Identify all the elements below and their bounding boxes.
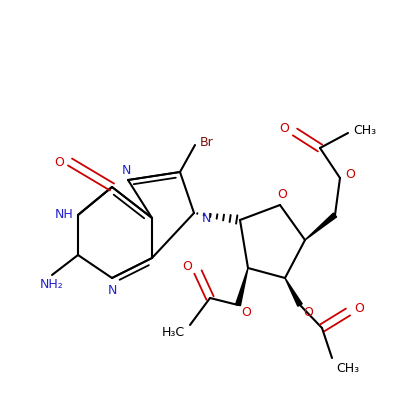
Text: NH: NH	[54, 208, 73, 222]
Text: CH₃: CH₃	[353, 124, 376, 136]
Text: CH₃: CH₃	[336, 362, 359, 374]
Text: O: O	[279, 122, 289, 136]
Text: O: O	[277, 188, 287, 202]
Polygon shape	[285, 278, 302, 306]
Text: O: O	[182, 260, 192, 274]
Text: N: N	[202, 212, 211, 224]
Polygon shape	[236, 268, 248, 306]
Text: H₃C: H₃C	[162, 326, 185, 340]
Polygon shape	[305, 213, 337, 240]
Text: O: O	[54, 156, 64, 168]
Text: O: O	[241, 306, 251, 320]
Text: N: N	[107, 284, 117, 298]
Text: O: O	[345, 168, 355, 182]
Text: Br: Br	[200, 136, 214, 148]
Text: O: O	[303, 306, 313, 320]
Text: O: O	[354, 302, 364, 316]
Text: N: N	[121, 164, 131, 176]
Text: NH₂: NH₂	[40, 278, 64, 292]
